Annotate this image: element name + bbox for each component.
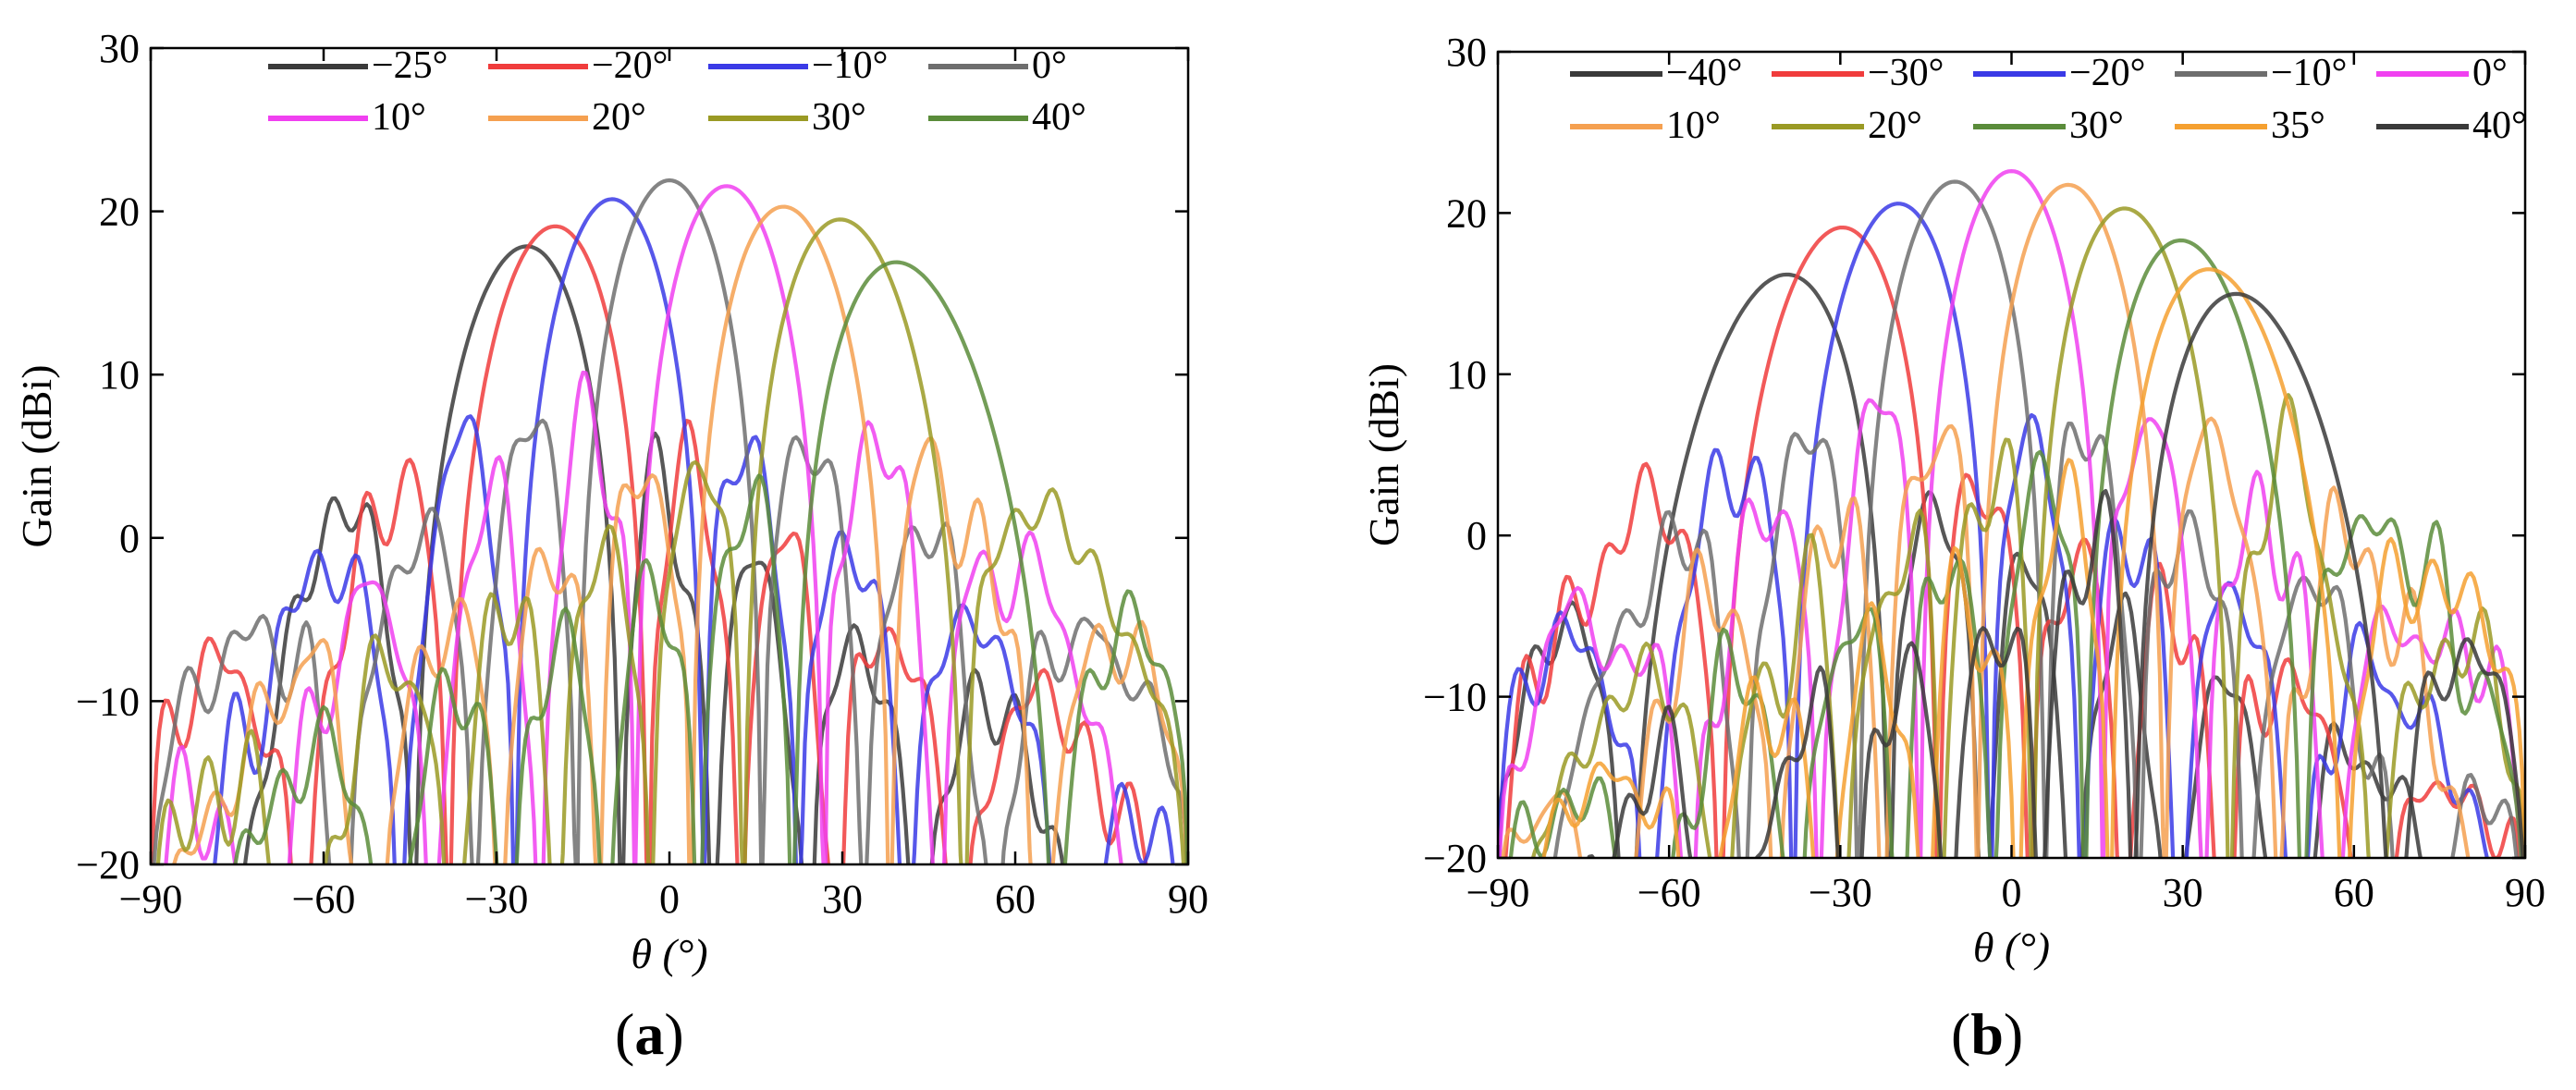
y-tick-label: −10 [76, 679, 140, 724]
series-line-7 [1508, 238, 2523, 858]
legend-label: 20° [592, 96, 646, 139]
legend: −40° −30° −20° −10° 0° 10° 20° 30° 35° 40° [1570, 52, 2527, 147]
y-tick-label: 10 [1446, 352, 1487, 398]
series-line-5 [172, 204, 1188, 864]
x-tick-label: −30 [465, 876, 529, 922]
panel-label-b: b [1970, 1001, 2004, 1067]
x-tick-label: 60 [995, 876, 1036, 922]
series-line-9 [1586, 291, 2525, 858]
panel-label-a: a [634, 1001, 665, 1067]
y-tick-label: −10 [1423, 675, 1487, 720]
y-axis-label: Gain (dBi) [13, 364, 60, 547]
legend-label: −10° [2271, 52, 2347, 94]
x-tick-label: −30 [1809, 870, 1872, 915]
legend-label: 40° [1032, 96, 1086, 139]
x-tick-label: 0 [659, 876, 680, 922]
y-tick-label: −20 [1423, 836, 1487, 881]
legend-label: −25° [372, 44, 448, 87]
legend-label: −30° [1868, 52, 1944, 94]
series-line-1 [1503, 226, 2521, 858]
x-tick-label: −90 [1466, 870, 1530, 915]
y-tick-label: −20 [76, 842, 140, 888]
x-tick-label: 30 [2163, 870, 2203, 915]
series-line-6 [1530, 206, 2525, 858]
panel-caption-b: (b) [1951, 1001, 2024, 1067]
legend-label: −20° [592, 44, 668, 87]
plot-frame [149, 46, 1190, 866]
plot-area [1498, 169, 2525, 858]
series-line-5 [1501, 182, 2471, 858]
legend-label: 30° [2069, 104, 2124, 147]
series-line-3 [152, 178, 1188, 864]
legend-label: 40° [2472, 104, 2527, 147]
x-tick-label: 30 [822, 876, 863, 922]
y-tick-label: 0 [119, 516, 140, 561]
legend-label: 35° [2271, 104, 2325, 147]
x-tick-label: −60 [1638, 870, 1701, 915]
x-tick-label: 90 [1168, 876, 1208, 922]
series-line-2 [213, 197, 1175, 864]
plot-area [151, 178, 1188, 864]
legend-label: 0° [1032, 44, 1067, 87]
x-tick-label: 60 [2334, 870, 2374, 915]
legend-label: 10° [372, 96, 426, 139]
legend-label: −40° [1666, 52, 1742, 94]
legend-label: −10° [812, 44, 888, 87]
chart-a: −90 −60 −30 0 30 60 90 −20 −10 0 10 20 30 θ (°) Gain (… [13, 26, 1208, 977]
x-axis-label: θ (°) [631, 930, 707, 977]
series-line-6 [155, 217, 1186, 864]
y-tick-label: 10 [99, 352, 140, 398]
series-line-8 [1541, 267, 2525, 858]
panel-caption-a: (a) [615, 1001, 684, 1067]
legend: −25° −20° −10° 0° 10° 20° 30° 40° [268, 44, 1086, 139]
legend-label: 10° [1666, 104, 1721, 147]
y-axis-label: Gain (dBi) [1360, 363, 1407, 546]
y-tick-label: 20 [99, 190, 140, 235]
x-tick-label: −60 [292, 876, 356, 922]
x-tick-label: −90 [119, 876, 183, 922]
x-tick-label: 90 [2505, 870, 2545, 915]
legend-label: 20° [1868, 104, 1922, 147]
chart-b: −90 −60 −30 0 30 60 90 −20 −10 0 10 20 30 θ (°) Gain (… [1360, 30, 2545, 971]
x-axis-label: θ (°) [1973, 924, 2050, 971]
x-tick-label: 0 [2002, 870, 2022, 915]
series-line-4 [164, 184, 1123, 864]
y-tick-label: 20 [1446, 190, 1487, 236]
series-line-7 [233, 260, 1188, 864]
y-tick-label: 30 [1446, 30, 1487, 75]
legend-label: 0° [2472, 52, 2508, 94]
y-tick-label: 0 [1466, 513, 1487, 558]
legend-label: −20° [2069, 52, 2145, 94]
y-tick-label: 30 [99, 26, 140, 71]
legend-label: 30° [812, 96, 866, 139]
